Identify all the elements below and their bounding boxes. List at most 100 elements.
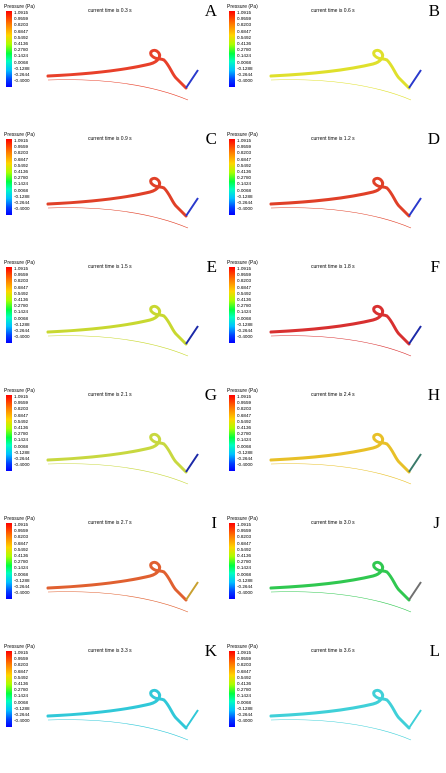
colorbar-tick: 0.8203 [237,22,252,28]
colorbar-tick: 0.0068 [14,699,29,705]
rod [185,709,199,729]
panel-title: current time is 3.6 s [311,648,355,654]
colorbar-tick: -0.2644 [237,712,253,718]
colorbar-tick: 0.4136 [14,425,29,431]
colorbar-tick: 0.0068 [14,571,29,577]
colorbar-tick: 0.6847 [237,668,252,674]
colorbar-tick: 0.8203 [237,662,252,668]
colorbar-tick: 0.2780 [237,175,252,181]
panel-letter: F [430,257,440,276]
colorbar-tick: -0.4000 [237,78,253,84]
colorbar-tick: 0.5492 [14,290,29,296]
colorbar-tick: -0.1288 [14,321,30,327]
colorbar-tick: 0.9559 [14,144,29,150]
colorbar [229,139,235,215]
colorbar-tick: 0.5492 [14,674,29,680]
colorbar-tick: 0.4136 [237,553,252,559]
colorbar-tick: -0.1288 [237,65,253,71]
pipe-body [46,176,188,218]
colorbar-title: Pressure (Pa) [4,388,35,394]
colorbar-tick: -0.2644 [14,456,30,462]
panel-e: Pressure (Pa) 1.0915 0.9559 0.8203 0.6847 0.5… [0,258,223,388]
colorbar-tick: 0.8203 [14,406,29,412]
colorbar-tick: -0.1288 [14,193,30,199]
panel-letter: K [204,641,217,660]
colorbar-tick: -0.2644 [237,328,253,334]
panel-a: Pressure (Pa) 1.0915 0.9559 0.8203 0.6847 0.5… [0,1,223,132]
pipe-body [269,304,411,346]
panel-title: current time is 3.3 s [88,648,132,654]
trajectory-line [47,463,189,485]
trajectory-line [270,591,412,613]
colorbar-tick: 0.5492 [14,162,29,168]
colorbar-tick: 0.6847 [14,28,29,34]
panel-f: Pressure (Pa) 1.0915 0.9559 0.8203 0.6847 0.5… [223,257,446,388]
panel-title: current time is 1.5 s [88,264,132,270]
panel-letter: I [211,513,217,532]
colorbar-tick: 0.6847 [237,156,252,162]
colorbar-title: Pressure (Pa) [227,388,258,394]
panel-b: Pressure (Pa) 1.0915 0.9559 0.8203 0.6847 0.5… [223,1,446,132]
colorbar-tick: 0.2780 [237,303,252,309]
colorbar-tick: -0.1288 [14,705,30,711]
pipe-drawing [46,48,199,101]
colorbar-title: Pressure (Pa) [4,260,35,266]
panel-title: current time is 0.3 s [88,8,132,14]
colorbar-title: Pressure (Pa) [227,516,258,522]
colorbar-title: Pressure (Pa) [4,132,35,138]
panel-letter: J [433,513,440,532]
colorbar-tick: 0.1424 [237,53,252,59]
colorbar [6,11,12,87]
colorbar-tick: 0.2780 [14,687,29,693]
pipe-drawing [269,560,422,613]
colorbar-tick: 0.8203 [237,534,252,540]
colorbar-ticks: 1.0915 0.9559 0.8203 0.6847 0.5492 0.4136 0.27… [14,138,44,218]
panel-h: Pressure (Pa) 1.0915 0.9559 0.8203 0.6847 0.5… [223,386,446,516]
colorbar-tick: 0.1424 [237,437,252,443]
colorbar-tick: -0.1288 [237,705,253,711]
panel-letter: B [428,1,440,20]
pipe-body [269,560,411,602]
colorbar-tick: 0.1424 [14,565,29,571]
rod [185,581,199,601]
colorbar-tick: 0.5492 [237,418,252,424]
trajectory-line [47,207,189,229]
colorbar-tick: 0.8203 [14,534,29,540]
panel-k: Pressure (Pa) 1.0915 0.9559 0.8203 0.6847 0.5… [0,641,223,772]
pipe-drawing [269,48,422,101]
colorbar-ticks: 1.0915 0.9559 0.8203 0.6847 0.5492 0.4136 0.27… [14,650,44,730]
colorbar-title: Pressure (Pa) [227,260,258,266]
colorbar-tick: 0.6847 [14,284,29,290]
trajectory-line [270,335,412,357]
colorbar-tick: 0.1424 [237,181,252,187]
pipe-drawing [269,432,422,485]
colorbar-tick: -0.2644 [237,200,253,206]
colorbar-tick: 1.0915 [14,522,29,527]
colorbar-tick: 0.6847 [14,540,29,546]
panel-i: Pressure (Pa) 1.0915 0.9559 0.8203 0.6847 0.5… [0,513,223,644]
pipe-drawing [269,688,422,741]
colorbar-tick: 0.6847 [237,540,252,546]
panel-letter: A [204,1,217,20]
colorbar-tick: 1.0915 [237,394,252,399]
colorbar-tick: 0.5492 [237,162,252,168]
colorbar-tick: 0.1424 [14,309,29,315]
panel-title: current time is 2.4 s [311,392,355,398]
colorbar-tick: 0.0068 [237,187,252,193]
colorbar-tick: 1.0915 [237,138,252,143]
colorbar-tick: 0.2780 [14,431,29,437]
colorbar-tick: -0.2644 [14,584,30,590]
colorbar [229,395,235,471]
colorbar-tick: 1.0915 [237,266,252,271]
panel-d: Pressure (Pa) 1.0915 0.9559 0.8203 0.6847 0.5… [223,130,446,260]
colorbar-tick: 0.1424 [14,437,29,443]
colorbar-tick: 0.4136 [14,297,29,303]
colorbar [6,139,12,215]
colorbar-tick: 0.1424 [14,693,29,699]
panel-title: current time is 2.7 s [88,520,132,526]
colorbar-tick: -0.2644 [237,584,253,590]
colorbar-tick: 0.0068 [237,571,252,577]
colorbar-tick: 0.2780 [14,303,29,309]
colorbar-title: Pressure (Pa) [227,644,258,650]
colorbar-tick: 0.9559 [237,528,252,534]
